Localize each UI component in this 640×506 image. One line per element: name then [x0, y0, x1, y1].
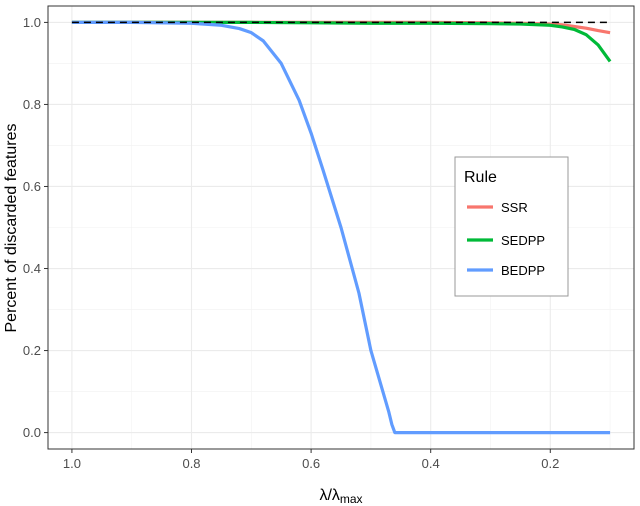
legend-title: Rule: [464, 169, 497, 186]
x-tick-label: 0.2: [541, 456, 559, 471]
legend-label-bedpp: BEDPP: [501, 263, 545, 278]
series-lines: [71, 20, 612, 435]
series-line-bedpp: [71, 20, 611, 435]
y-tick-label: 0.2: [23, 343, 41, 358]
y-axis-title: Percent of discarded features: [3, 123, 20, 332]
plot-panel-border: [47, 5, 635, 450]
legend-label-sedpp: SEDPP: [501, 233, 545, 248]
series-line-sedpp: [71, 20, 612, 63]
y-tick-label: 1.0: [23, 15, 41, 30]
y-tick-label: 0.4: [23, 261, 41, 276]
legend-label-ssr: SSR: [501, 200, 528, 215]
x-tick-label: 0.6: [302, 456, 320, 471]
x-tick-label: 0.8: [182, 456, 200, 471]
x-axis-title-subscript: max: [340, 492, 363, 506]
y-tick-label: 0.8: [23, 97, 41, 112]
y-axis: 0.0 0.2 0.4 0.6 0.8 1.0: [23, 15, 48, 440]
x-axis-title: λ/λmax: [319, 487, 362, 506]
legend: Rule SSR SEDPP BEDPP: [454, 156, 569, 297]
y-tick-label: 0.0: [23, 425, 41, 440]
legend-items: SSR SEDPP BEDPP: [467, 200, 545, 278]
x-tick-label: 0.4: [422, 456, 440, 471]
x-axis: 1.0 0.8 0.6 0.4 0.2: [63, 449, 559, 471]
legend-box: [454, 156, 569, 297]
x-axis-title-main: λ/λ: [319, 487, 339, 504]
x-tick-label: 1.0: [63, 456, 81, 471]
y-tick-label: 0.6: [23, 179, 41, 194]
